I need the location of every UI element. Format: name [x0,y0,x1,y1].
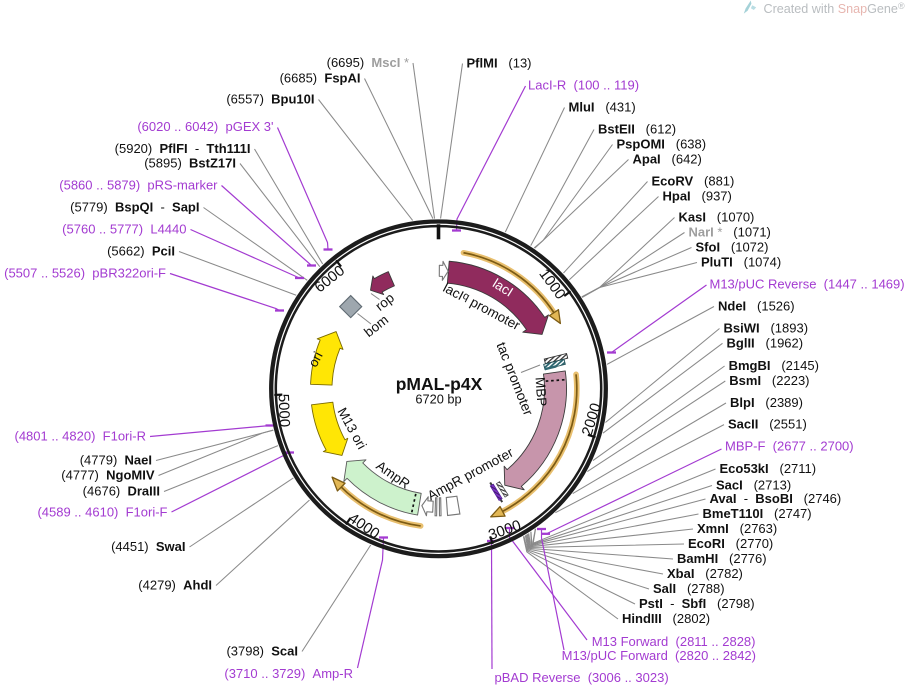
svg-text:BglII (1962): BglII (1962) [727,335,804,350]
svg-text:MBP-F (2677 .. 2700): MBP-F (2677 .. 2700) [725,439,854,454]
svg-text:M13 Forward (2811 .. 2828): M13 Forward (2811 .. 2828) [592,634,756,649]
svg-text:HindIII (2802): HindIII (2802) [622,611,710,626]
svg-text:XbaI (2782): XbaI (2782) [667,566,743,581]
svg-text:SfoI (1072): SfoI (1072) [696,240,769,255]
svg-text:M13/pUC Reverse (1447 .. 1469: M13/pUC Reverse (1447 .. 1469) [710,277,905,292]
svg-text:(5760 .. 5777) L4440: (5760 .. 5777) L4440 [62,222,186,237]
svg-text:SalI (2788): SalI (2788) [653,581,725,596]
svg-text:MBP: MBP [532,377,549,407]
svg-text:BstEII (612): BstEII (612) [598,122,676,137]
svg-text:6720 bp: 6720 bp [415,392,461,407]
svg-text:(5779) BspQI - SapI: (5779) BspQI - SapI [70,200,199,215]
svg-text:ApaI (642): ApaI (642) [633,152,702,167]
svg-text:EcoRV (881): EcoRV (881) [652,174,735,189]
svg-text:Eco53kI (2711): Eco53kI (2711) [720,461,817,476]
svg-text:MluI (431): MluI (431) [569,100,636,115]
svg-text:(4676) DraIII: (4676) DraIII [83,484,160,499]
svg-text:KasI (1070): KasI (1070) [679,210,755,225]
svg-text:PspOMI (638): PspOMI (638) [617,137,707,152]
svg-text:M13/pUC Forward (2820 .. 2842: M13/pUC Forward (2820 .. 2842) [562,648,756,663]
svg-text:PluTI (1074): PluTI (1074) [701,255,781,270]
svg-text:BmeT110I (2747): BmeT110I (2747) [703,506,812,521]
svg-text:Created with SnapGene®: Created with SnapGene® [764,1,905,16]
svg-text:(3710 .. 3729) Amp-R: (3710 .. 3729) Amp-R [224,666,353,681]
svg-text:LacI-R (100 .. 119): LacI-R (100 .. 119) [528,78,639,93]
svg-text:BsmI (2223): BsmI (2223) [729,373,809,388]
svg-text:(4801 .. 4820) F1ori-R: (4801 .. 4820) F1ori-R [14,429,146,444]
svg-text:(6557) Bpu10I: (6557) Bpu10I [226,92,314,107]
svg-text:(6020 .. 6042) pGEX 3': (6020 .. 6042) pGEX 3' [137,119,273,134]
svg-text:(4279) AhdI: (4279) AhdI [138,578,212,593]
svg-text:(6685) FspAI: (6685) FspAI [280,71,361,86]
svg-text:BlpI (2389): BlpI (2389) [730,395,803,410]
svg-text:PflMI (13): PflMI (13) [467,56,532,71]
svg-text:(5895) BstZ17I: (5895) BstZ17I [144,156,236,171]
svg-text:EcoRI (2770): EcoRI (2770) [688,536,773,551]
svg-text:BsiWI (1893): BsiWI (1893) [724,321,809,336]
svg-text:(5860 .. 5879) pRS-marker: (5860 .. 5879) pRS-marker [59,178,218,193]
svg-text:NdeI (1526): NdeI (1526) [718,299,795,314]
svg-text:(4777) NgoMIV: (4777) NgoMIV [61,468,155,483]
svg-text:PstI - SbfI (2798): PstI - SbfI (2798) [639,596,755,611]
svg-text:HpaI (937): HpaI (937) [663,189,732,204]
svg-text:AvaI - BsoBI (2746): AvaI - BsoBI (2746) [710,491,842,506]
svg-text:(5662) PciI: (5662) PciI [107,244,175,259]
svg-text:(4589 .. 4610) F1ori-F: (4589 .. 4610) F1ori-F [37,505,167,520]
svg-text:(3798) ScaI: (3798) ScaI [226,644,298,659]
svg-text:XmnI (2763): XmnI (2763) [697,521,777,536]
svg-text:pBAD Reverse (3006 .. 3023): pBAD Reverse (3006 .. 3023) [495,670,669,685]
svg-text:(4451) SwaI: (4451) SwaI [111,539,185,554]
svg-text:BmgBI (2145): BmgBI (2145) [729,358,819,373]
svg-text:(4779) NaeI: (4779) NaeI [80,453,152,468]
svg-text:SacII (2551): SacII (2551) [728,417,807,432]
svg-text:BamHI (2776): BamHI (2776) [677,551,767,566]
svg-text:NarI * (1071): NarI * (1071) [689,225,771,240]
svg-text:(5920) PflFI - Tth111I: (5920) PflFI - Tth111I [115,141,251,156]
svg-text:5000: 5000 [275,393,293,427]
svg-text:(6695) MscI *: (6695) MscI * [327,55,409,70]
svg-text:(5507 .. 5526) pBR322ori-F: (5507 .. 5526) pBR322ori-F [4,266,166,281]
